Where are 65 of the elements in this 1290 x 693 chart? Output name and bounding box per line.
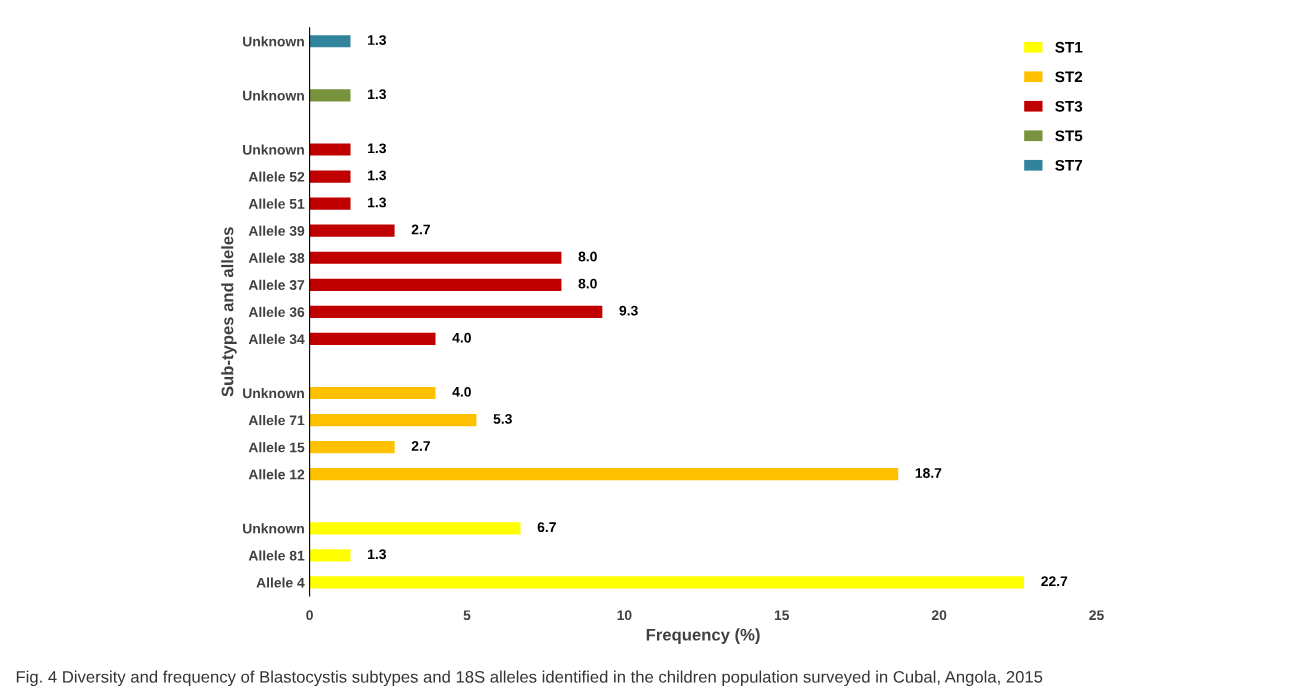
bar <box>309 278 562 291</box>
data-label: 5.3 <box>493 413 512 424</box>
bar <box>309 35 351 48</box>
y-tick-label: Allele 39 <box>248 225 305 236</box>
data-label: 1.3 <box>368 197 386 208</box>
y-tick-label: Allele 36 <box>248 306 305 318</box>
data-label: 18.7 <box>915 468 942 478</box>
data-label: 8.0 <box>578 251 597 262</box>
bar <box>309 441 395 454</box>
x-tick-label: 20 <box>931 610 947 621</box>
bar <box>309 468 899 481</box>
caption: Fig. 4 Diversity and frequency of Blastocystis subtypes and 18S alleles identified in the children population surveyed in Cubal, Angola, 2015 <box>16 670 1043 687</box>
y-tick-label: Unknown <box>243 90 304 101</box>
data-label: 4.0 <box>452 386 471 397</box>
x-tick-label: 10 <box>617 610 632 621</box>
data-label: 6.7 <box>537 522 556 533</box>
bar <box>309 332 436 345</box>
legend-label: ST3 <box>1055 100 1083 112</box>
data-label: 1.3 <box>368 549 386 560</box>
bar <box>309 143 351 156</box>
bar <box>309 522 521 535</box>
legend-label: ST2 <box>1055 71 1083 83</box>
data-label: 1.3 <box>368 89 386 100</box>
data-label: 4.0 <box>452 332 471 343</box>
x-axis-title: Frequency (%) <box>646 628 760 644</box>
y-axis-title: Sub-types and alleles <box>221 227 237 397</box>
y-tick-label: Allele 15 <box>248 442 305 453</box>
bar <box>309 386 436 400</box>
y-tick-label: Allele 12 <box>248 469 305 480</box>
bar <box>309 224 395 237</box>
y-tick-label: Unknown <box>243 36 304 47</box>
x-tick-label: 0 <box>306 610 313 621</box>
y-tick-label: Unknown <box>243 523 304 534</box>
data-label: 8.0 <box>578 278 597 289</box>
y-tick-label: Allele 81 <box>248 550 305 561</box>
x-tick-label: 25 <box>1089 610 1104 621</box>
bar <box>309 170 351 183</box>
y-tick-label: Allele 52 <box>248 171 305 182</box>
bar <box>309 305 603 318</box>
y-tick-label: Allele 37 <box>248 279 305 290</box>
legend-label: ST5 <box>1055 130 1083 142</box>
data-label: 2.7 <box>411 224 430 235</box>
bar <box>309 89 351 102</box>
y-tick-label: Allele 51 <box>248 198 305 209</box>
bar <box>309 197 351 210</box>
y-tick-label: Allele 71 <box>248 415 305 426</box>
y-tick-label: Allele 4 <box>256 577 305 588</box>
y-tick-label: Allele 34 <box>248 333 305 345</box>
legend-label: ST1 <box>1055 41 1083 53</box>
data-label: 1.3 <box>368 170 386 181</box>
bar <box>309 414 477 427</box>
legend-label: ST7 <box>1055 159 1083 171</box>
x-tick-label: 5 <box>463 610 471 621</box>
y-tick-label: Unknown <box>243 388 304 399</box>
y-tick-label: Unknown <box>243 144 304 155</box>
data-label: 22.7 <box>1041 576 1068 587</box>
data-label: 2.7 <box>411 441 430 451</box>
bar <box>309 251 562 264</box>
x-tick-label: 15 <box>774 610 790 621</box>
bar <box>309 576 1025 589</box>
data-label: 1.3 <box>368 35 386 45</box>
bar <box>309 549 351 562</box>
y-tick-label: Allele 38 <box>248 252 305 263</box>
data-label: 1.3 <box>368 143 386 154</box>
data-label: 9.3 <box>619 305 638 316</box>
